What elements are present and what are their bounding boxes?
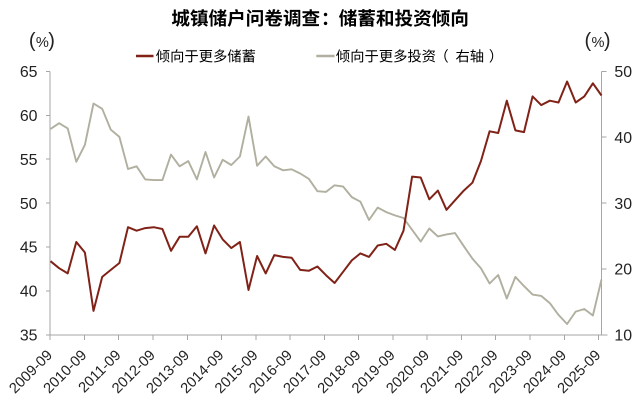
svg-text:40: 40: [614, 130, 632, 147]
svg-text:50: 50: [20, 196, 38, 213]
svg-text:20: 20: [614, 262, 632, 279]
svg-text:50: 50: [614, 64, 632, 81]
svg-text:10: 10: [614, 328, 632, 345]
svg-text:(: (: [584, 30, 591, 52]
svg-text:35: 35: [20, 328, 38, 345]
svg-text:%: %: [591, 35, 604, 51]
svg-text:30: 30: [614, 196, 632, 213]
svg-text:(: (: [29, 30, 36, 52]
svg-text:65: 65: [20, 64, 38, 81]
svg-text:55: 55: [20, 152, 38, 169]
svg-text:%: %: [36, 35, 49, 51]
svg-text:60: 60: [20, 108, 38, 125]
svg-text:): ): [48, 30, 55, 52]
svg-text:45: 45: [20, 240, 38, 257]
svg-text:): ): [604, 30, 611, 52]
svg-text:40: 40: [20, 284, 38, 301]
